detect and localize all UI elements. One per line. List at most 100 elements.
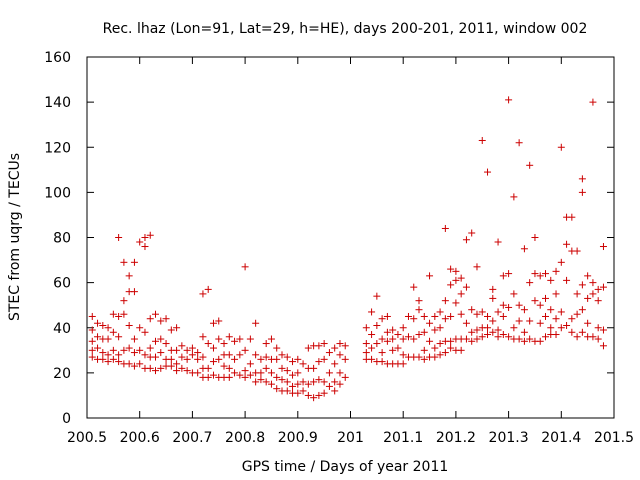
data-point — [130, 258, 138, 266]
data-point — [109, 346, 117, 354]
data-point — [225, 364, 233, 372]
data-point — [536, 337, 544, 345]
data-point — [404, 312, 412, 320]
data-point — [130, 349, 138, 357]
data-point — [526, 161, 534, 169]
data-point — [573, 310, 581, 318]
data-point — [120, 297, 128, 305]
data-point — [320, 389, 328, 397]
data-point — [194, 349, 202, 357]
data-point — [215, 317, 223, 325]
data-point — [320, 340, 328, 348]
data-point — [109, 310, 117, 318]
y-tick-label: 40 — [53, 321, 71, 337]
data-point — [489, 328, 497, 336]
data-point — [573, 290, 581, 298]
data-point — [468, 306, 476, 314]
data-point — [167, 362, 175, 370]
data-point — [299, 387, 307, 395]
data-point — [373, 340, 381, 348]
data-point — [436, 351, 444, 359]
data-point — [109, 355, 117, 363]
data-point — [457, 290, 465, 298]
y-axis-label: STEC from uqrg / TECUs — [7, 153, 23, 321]
data-point — [552, 315, 560, 323]
data-point — [178, 342, 186, 350]
axis-ticks: 200.5 200.6 200.7 200.8 200.9 201 201.1 201.2 20… — [44, 50, 634, 446]
data-point — [231, 337, 239, 345]
data-point — [320, 378, 328, 386]
data-point — [257, 355, 265, 363]
data-point — [420, 355, 428, 363]
data-point — [336, 380, 344, 388]
data-point — [204, 373, 212, 381]
data-point — [415, 353, 423, 361]
data-point — [146, 231, 154, 239]
x-tick-label: 201.1 — [383, 430, 423, 446]
data-point — [273, 385, 281, 393]
data-point — [241, 367, 249, 375]
data-point — [336, 340, 344, 348]
data-point — [236, 351, 244, 359]
data-point — [489, 285, 497, 293]
x-tick-label: 200.6 — [120, 430, 160, 446]
data-point — [552, 290, 560, 298]
data-point — [299, 378, 307, 386]
data-point — [130, 362, 138, 370]
data-point — [505, 96, 513, 104]
data-point — [115, 312, 123, 320]
data-point — [431, 344, 439, 352]
data-point — [183, 346, 191, 354]
data-point — [225, 373, 233, 381]
data-point — [578, 188, 586, 196]
data-point — [315, 342, 323, 350]
data-point — [252, 319, 260, 327]
data-point — [594, 324, 602, 332]
data-point — [267, 335, 275, 343]
data-point — [378, 315, 386, 323]
data-point — [415, 297, 423, 305]
data-point — [426, 319, 434, 327]
data-point — [484, 168, 492, 176]
data-point — [531, 297, 539, 305]
data-point — [125, 344, 133, 352]
data-point — [130, 288, 138, 296]
data-point — [573, 247, 581, 255]
data-point — [209, 319, 217, 327]
data-point — [152, 353, 160, 361]
data-point — [536, 301, 544, 309]
x-tick-label: 201.4 — [541, 430, 581, 446]
data-point — [505, 303, 513, 311]
data-point — [204, 364, 212, 372]
data-point — [136, 238, 144, 246]
data-point — [494, 238, 502, 246]
data-point — [568, 328, 576, 336]
data-point — [599, 326, 607, 334]
data-point — [173, 360, 181, 368]
data-point — [541, 270, 549, 278]
data-point — [136, 360, 144, 368]
data-point — [120, 346, 128, 354]
data-point — [399, 335, 407, 343]
data-point — [99, 349, 107, 357]
data-point — [262, 378, 270, 386]
data-point — [183, 355, 191, 363]
data-point — [452, 299, 460, 307]
data-point — [462, 335, 470, 343]
data-point — [199, 353, 207, 361]
data-point — [157, 349, 165, 357]
data-point — [120, 258, 128, 266]
data-point — [462, 319, 470, 327]
data-point — [457, 346, 465, 354]
data-point — [484, 324, 492, 332]
data-point — [115, 351, 123, 359]
data-point — [231, 355, 239, 363]
data-point — [473, 310, 481, 318]
data-point — [473, 263, 481, 271]
data-point — [273, 373, 281, 381]
data-point — [336, 369, 344, 377]
data-point — [130, 335, 138, 343]
y-tick-label: 20 — [53, 366, 71, 382]
data-point — [294, 355, 302, 363]
data-point — [541, 333, 549, 341]
